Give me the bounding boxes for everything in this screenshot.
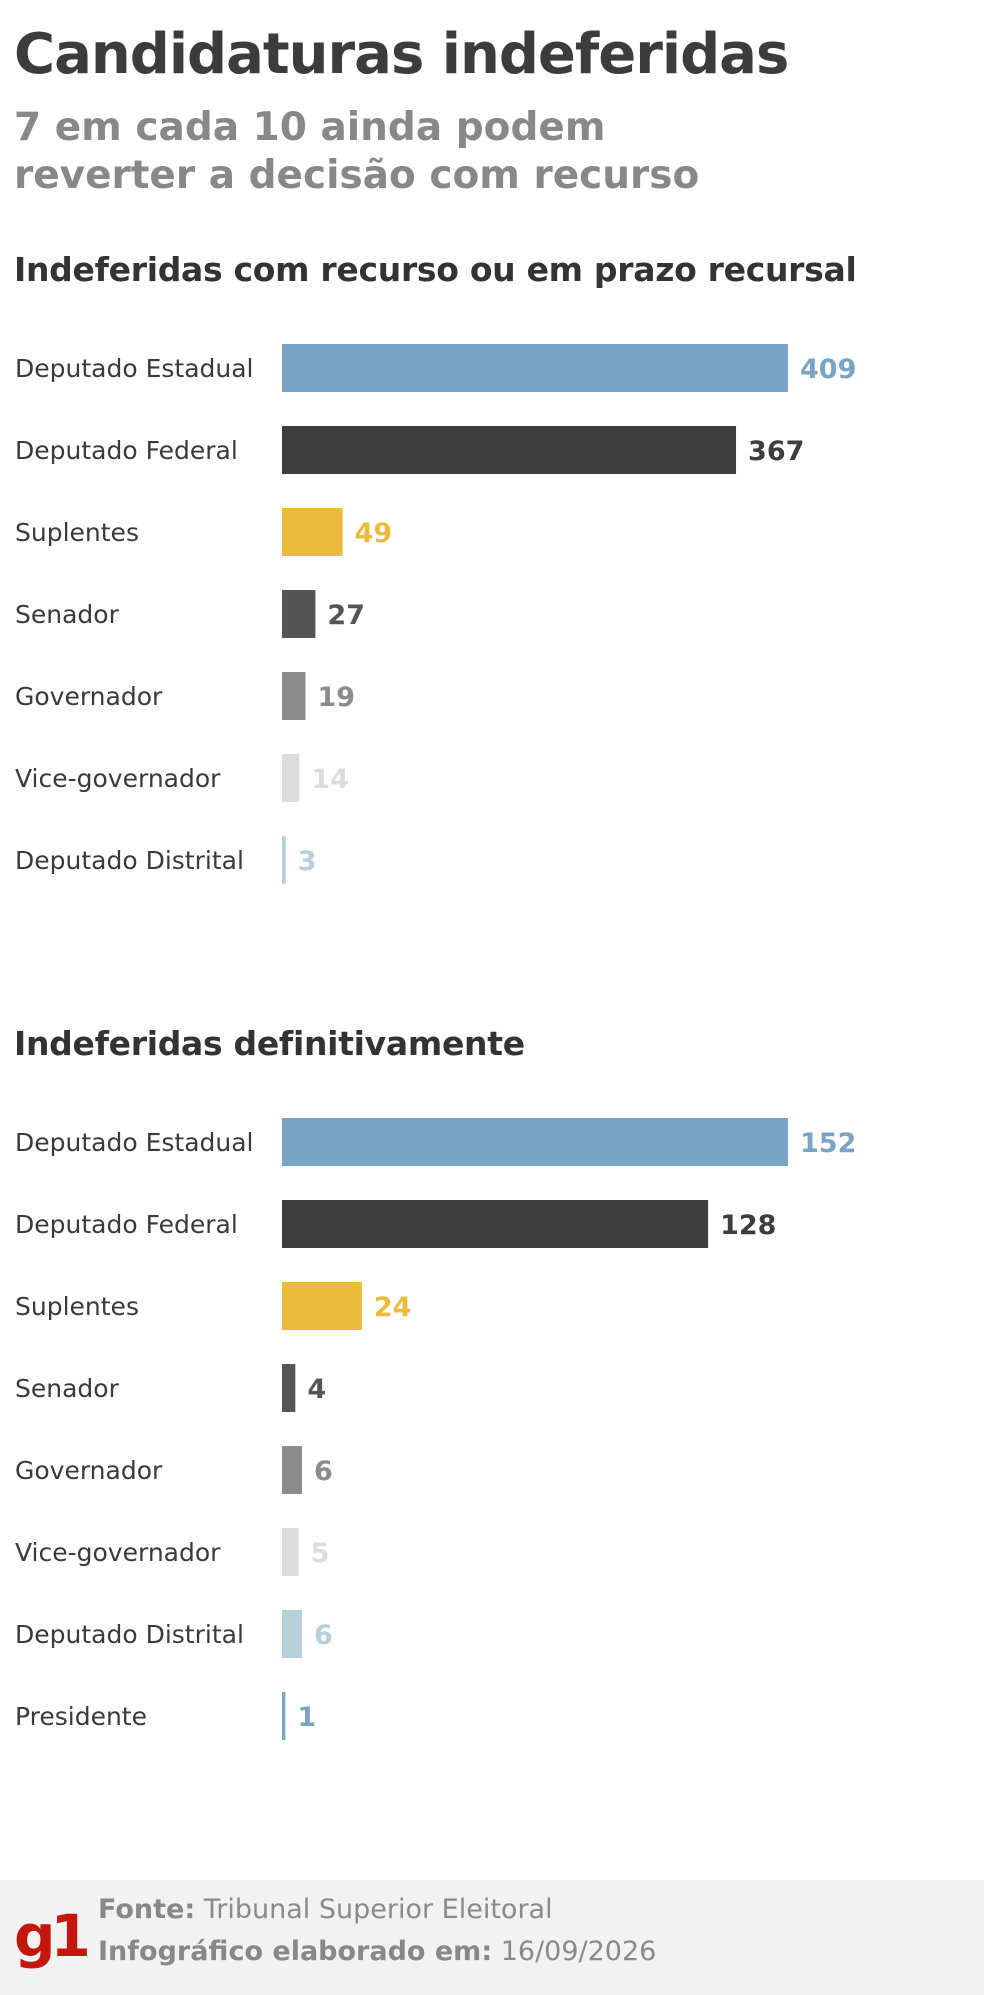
value-label: 5: [311, 1538, 330, 1569]
category-label: Suplentes: [15, 1292, 139, 1321]
chart-title-definitivamente: Indeferidas definitivamente: [14, 1024, 525, 1063]
bar: [282, 836, 286, 884]
category-label: Governador: [15, 1456, 163, 1485]
source-line: Fonte: Tribunal Superior Eleitoral: [98, 1894, 553, 1925]
page-title: Candidaturas indeferidas: [14, 22, 789, 87]
chart-recurso: Deputado Estadual 409 Deputado Federal 367 S…: [15, 344, 856, 884]
bar: [282, 1610, 302, 1658]
g1-logo: g1: [14, 1902, 91, 1970]
value-label: 409: [800, 354, 856, 385]
bar: [282, 1282, 362, 1330]
bar: [282, 1118, 788, 1166]
value-label: 14: [311, 764, 349, 795]
bar: [282, 1446, 302, 1494]
source-label: Fonte:: [98, 1894, 196, 1925]
chart-title-recurso: Indeferidas com recurso ou em prazo recu…: [14, 250, 857, 289]
value-label: 4: [307, 1374, 326, 1405]
bar: [282, 1528, 299, 1576]
category-label: Presidente: [15, 1702, 147, 1731]
value-label: 49: [355, 518, 393, 549]
category-label: Deputado Estadual: [15, 354, 254, 383]
source-value: Tribunal Superior Eleitoral: [203, 1894, 553, 1925]
bar: [282, 1692, 286, 1740]
category-label: Deputado Distrital: [15, 1620, 244, 1649]
category-label: Governador: [15, 682, 163, 711]
page-subtitle: 7 em cada 10 ainda podem reverter a deci…: [14, 105, 700, 198]
value-label: 3: [298, 846, 317, 877]
value-label: 6: [314, 1620, 333, 1651]
footer: g1 Fonte: Tribunal Superior Eleitoral In…: [0, 1880, 984, 1995]
category-label: Senador: [15, 1374, 120, 1403]
category-label: Suplentes: [15, 518, 139, 547]
value-label: 6: [314, 1456, 333, 1487]
category-label: Vice-governador: [15, 1538, 221, 1567]
bar: [282, 672, 306, 720]
category-label: Deputado Federal: [15, 1210, 238, 1239]
date-value: 16/09/2026: [500, 1936, 657, 1967]
bar: [282, 590, 316, 638]
bar: [282, 344, 788, 392]
chart-definitivamente: Deputado Estadual 152 Deputado Federal 128 S…: [15, 1118, 856, 1740]
category-label: Vice-governador: [15, 764, 221, 793]
value-label: 27: [327, 600, 365, 631]
category-label: Deputado Distrital: [15, 846, 244, 875]
value-label: 24: [374, 1292, 412, 1323]
category-label: Deputado Federal: [15, 436, 238, 465]
bar: [282, 426, 737, 474]
bar: [282, 1364, 296, 1412]
value-label: 152: [800, 1128, 856, 1159]
value-label: 128: [720, 1210, 776, 1241]
value-label: 1: [297, 1702, 316, 1733]
date-label: Infográfico elaborado em:: [98, 1936, 493, 1967]
bar: [282, 508, 343, 556]
value-label: 19: [318, 682, 356, 713]
bar: [282, 1200, 709, 1248]
bar: [282, 754, 300, 802]
value-label: 367: [748, 436, 804, 467]
date-line: Infográfico elaborado em: 16/09/2026: [98, 1936, 656, 1967]
category-label: Deputado Estadual: [15, 1128, 254, 1157]
category-label: Senador: [15, 600, 120, 629]
